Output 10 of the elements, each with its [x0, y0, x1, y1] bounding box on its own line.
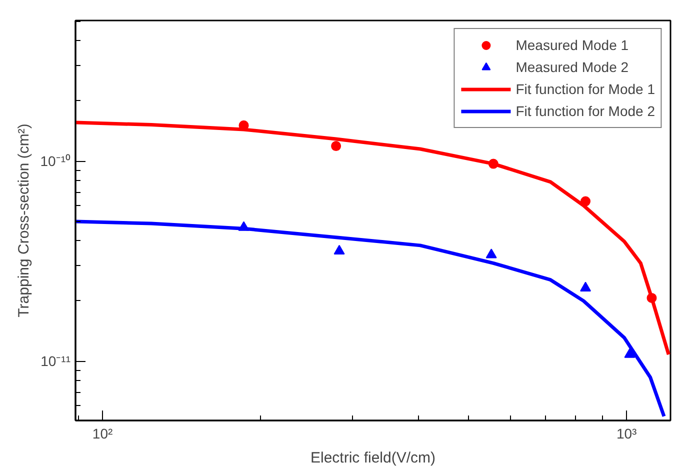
- legend-label: Measured Mode 1: [516, 37, 629, 53]
- y-tick-label: 10⁻¹⁰: [40, 153, 70, 170]
- y-axis-title: Trapping Cross-section (cm²): [15, 124, 32, 318]
- x-tick-label: 10³: [616, 426, 638, 442]
- legend-label: Fit function for Mode 2: [516, 103, 655, 119]
- x-tick-label: 10²: [92, 426, 113, 442]
- x-axis-title: Electric field(V/cm): [310, 450, 436, 466]
- legend-label: Fit function for Mode 1: [516, 81, 655, 97]
- y-tick-label: 10⁻¹¹: [40, 353, 71, 370]
- legend-label: Measured Mode 2: [516, 59, 629, 75]
